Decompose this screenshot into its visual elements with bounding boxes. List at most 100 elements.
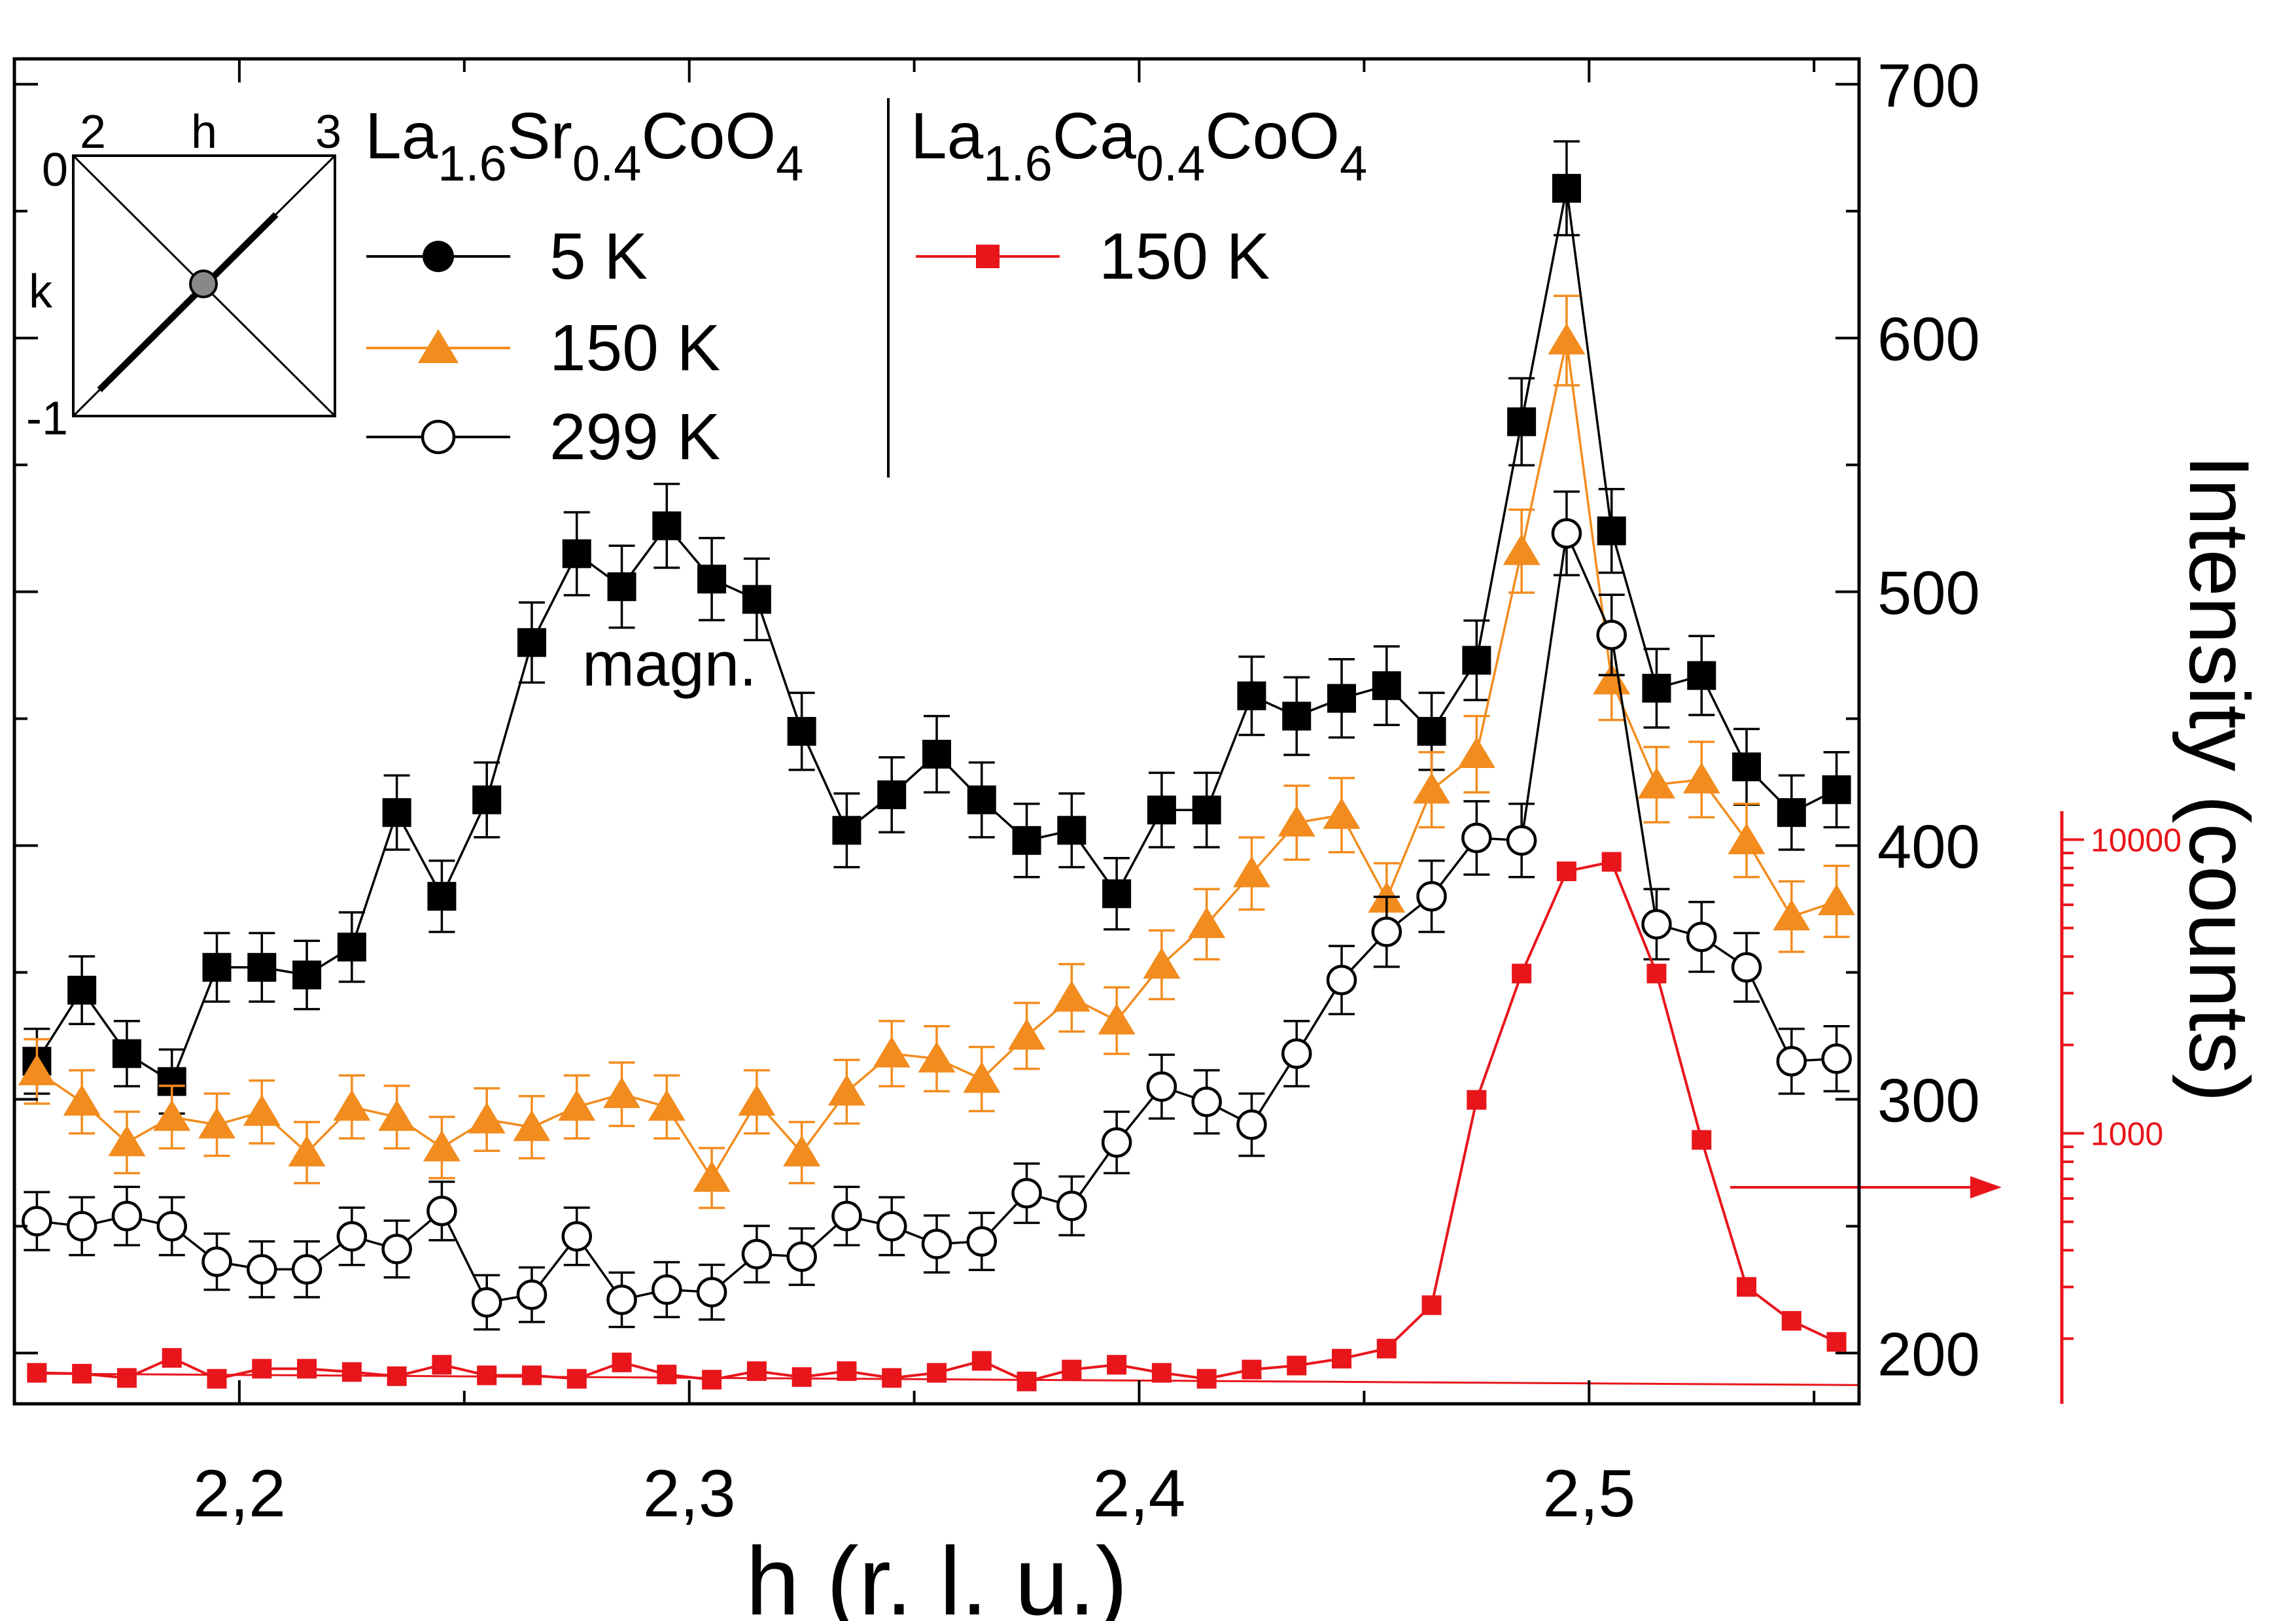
data-point xyxy=(1781,1311,1801,1331)
arrow-head xyxy=(1970,1176,2002,1198)
data-point xyxy=(783,1135,821,1167)
data-point xyxy=(1056,1191,1087,1221)
data-point xyxy=(336,1221,368,1252)
data-point xyxy=(1192,795,1221,825)
data-point xyxy=(1417,717,1446,746)
legend-title-sub2: 0.4 xyxy=(1136,136,1206,192)
data-point xyxy=(1687,661,1716,690)
data-point xyxy=(1327,684,1357,713)
data-point xyxy=(243,1094,281,1126)
data-point xyxy=(657,1365,677,1385)
data-point xyxy=(652,511,682,540)
data-point xyxy=(1188,907,1226,938)
data-point xyxy=(606,1284,637,1316)
data-point xyxy=(378,1100,416,1131)
red-baseline xyxy=(37,1372,1860,1386)
legend-title-sub3: 4 xyxy=(1340,136,1367,192)
data-point xyxy=(517,628,546,657)
data-point xyxy=(1596,619,1627,650)
legend-label: 150 K xyxy=(1099,220,1270,293)
data-point xyxy=(882,1368,902,1388)
legend-entry-1: 150 K xyxy=(366,311,720,385)
data-point xyxy=(162,1348,182,1368)
data-point xyxy=(566,1368,587,1389)
data-point xyxy=(1057,816,1087,845)
inset-y-label: k xyxy=(29,266,53,318)
data-point xyxy=(966,1226,998,1257)
data-point xyxy=(1146,1071,1177,1102)
data-point xyxy=(472,785,502,814)
data-point xyxy=(876,1211,907,1242)
data-point xyxy=(477,1365,497,1386)
data-point xyxy=(513,1109,551,1142)
legend-label: 299 K xyxy=(549,400,720,474)
data-point xyxy=(786,1241,817,1272)
data-point xyxy=(1597,516,1626,546)
data-point xyxy=(1507,407,1537,436)
data-point xyxy=(742,585,771,614)
data-point xyxy=(1237,681,1266,710)
log-tick-label: 10000 xyxy=(2091,822,2182,859)
data-point xyxy=(247,1254,277,1285)
data-point xyxy=(1776,1046,1807,1077)
legend-title-sub3: 4 xyxy=(776,136,803,192)
data-point xyxy=(468,1102,506,1134)
data-point xyxy=(1728,823,1765,854)
inset: 2 h 3 0 k -1 xyxy=(26,106,341,445)
data-point xyxy=(1601,852,1622,872)
data-point xyxy=(1102,879,1132,909)
legend-entry-0: 5 K xyxy=(366,220,648,293)
y-tick-label: 400 xyxy=(1877,812,1980,881)
data-point xyxy=(1017,1371,1037,1391)
data-point xyxy=(921,1229,952,1259)
data-point xyxy=(1461,822,1492,854)
data-point xyxy=(423,1130,461,1162)
data-point xyxy=(66,1211,97,1242)
data-point xyxy=(1818,884,1856,916)
data-point xyxy=(292,960,322,990)
data-point xyxy=(873,1036,911,1068)
data-point xyxy=(1371,916,1402,947)
data-point xyxy=(738,1084,776,1116)
data-point xyxy=(1467,1090,1487,1110)
data-point xyxy=(1421,1295,1442,1316)
data-point xyxy=(1552,173,1581,203)
x-tick-label: 2,4 xyxy=(1093,1456,1186,1531)
series-line xyxy=(37,529,1837,1304)
data-point xyxy=(471,1287,502,1318)
data-point xyxy=(1512,964,1532,984)
data-point xyxy=(693,1160,731,1192)
data-point xyxy=(111,1200,143,1232)
data-point xyxy=(831,1200,862,1232)
data-point xyxy=(652,1274,682,1305)
data-point xyxy=(1777,798,1806,828)
inset-x-tick: 3 xyxy=(315,106,341,158)
data-point xyxy=(247,952,277,982)
data-point xyxy=(696,1277,727,1308)
x-tick-label: 2,2 xyxy=(193,1456,286,1531)
data-point xyxy=(1642,674,1671,703)
data-point xyxy=(1506,825,1537,856)
data-point xyxy=(1236,1109,1267,1140)
data-point xyxy=(1191,1087,1222,1117)
legend-title-base3: CoO xyxy=(642,99,776,173)
data-point xyxy=(63,1084,101,1116)
data-point xyxy=(1821,1043,1852,1074)
data-point xyxy=(1731,952,1762,983)
inset-x-tick: 2 xyxy=(80,106,106,158)
data-point xyxy=(827,1074,865,1106)
data-point xyxy=(1242,1359,1262,1380)
inset-x-label: h xyxy=(191,106,217,158)
data-point xyxy=(1593,663,1631,695)
axes: 200 300 400 500 600 700 2,2 2,3 2,4 2,5 h (r. l. u… xyxy=(12,51,2267,1621)
data-point xyxy=(207,1368,227,1389)
legend-label: 5 K xyxy=(549,220,648,293)
data-point xyxy=(1282,701,1312,731)
data-point xyxy=(1551,518,1582,549)
legend-title-base2: Ca xyxy=(1052,99,1136,173)
data-point xyxy=(22,1206,52,1236)
data-point xyxy=(1732,752,1762,782)
data-point xyxy=(1692,1130,1712,1150)
data-point xyxy=(746,1361,767,1382)
inset-y-tick: 0 xyxy=(42,144,68,196)
